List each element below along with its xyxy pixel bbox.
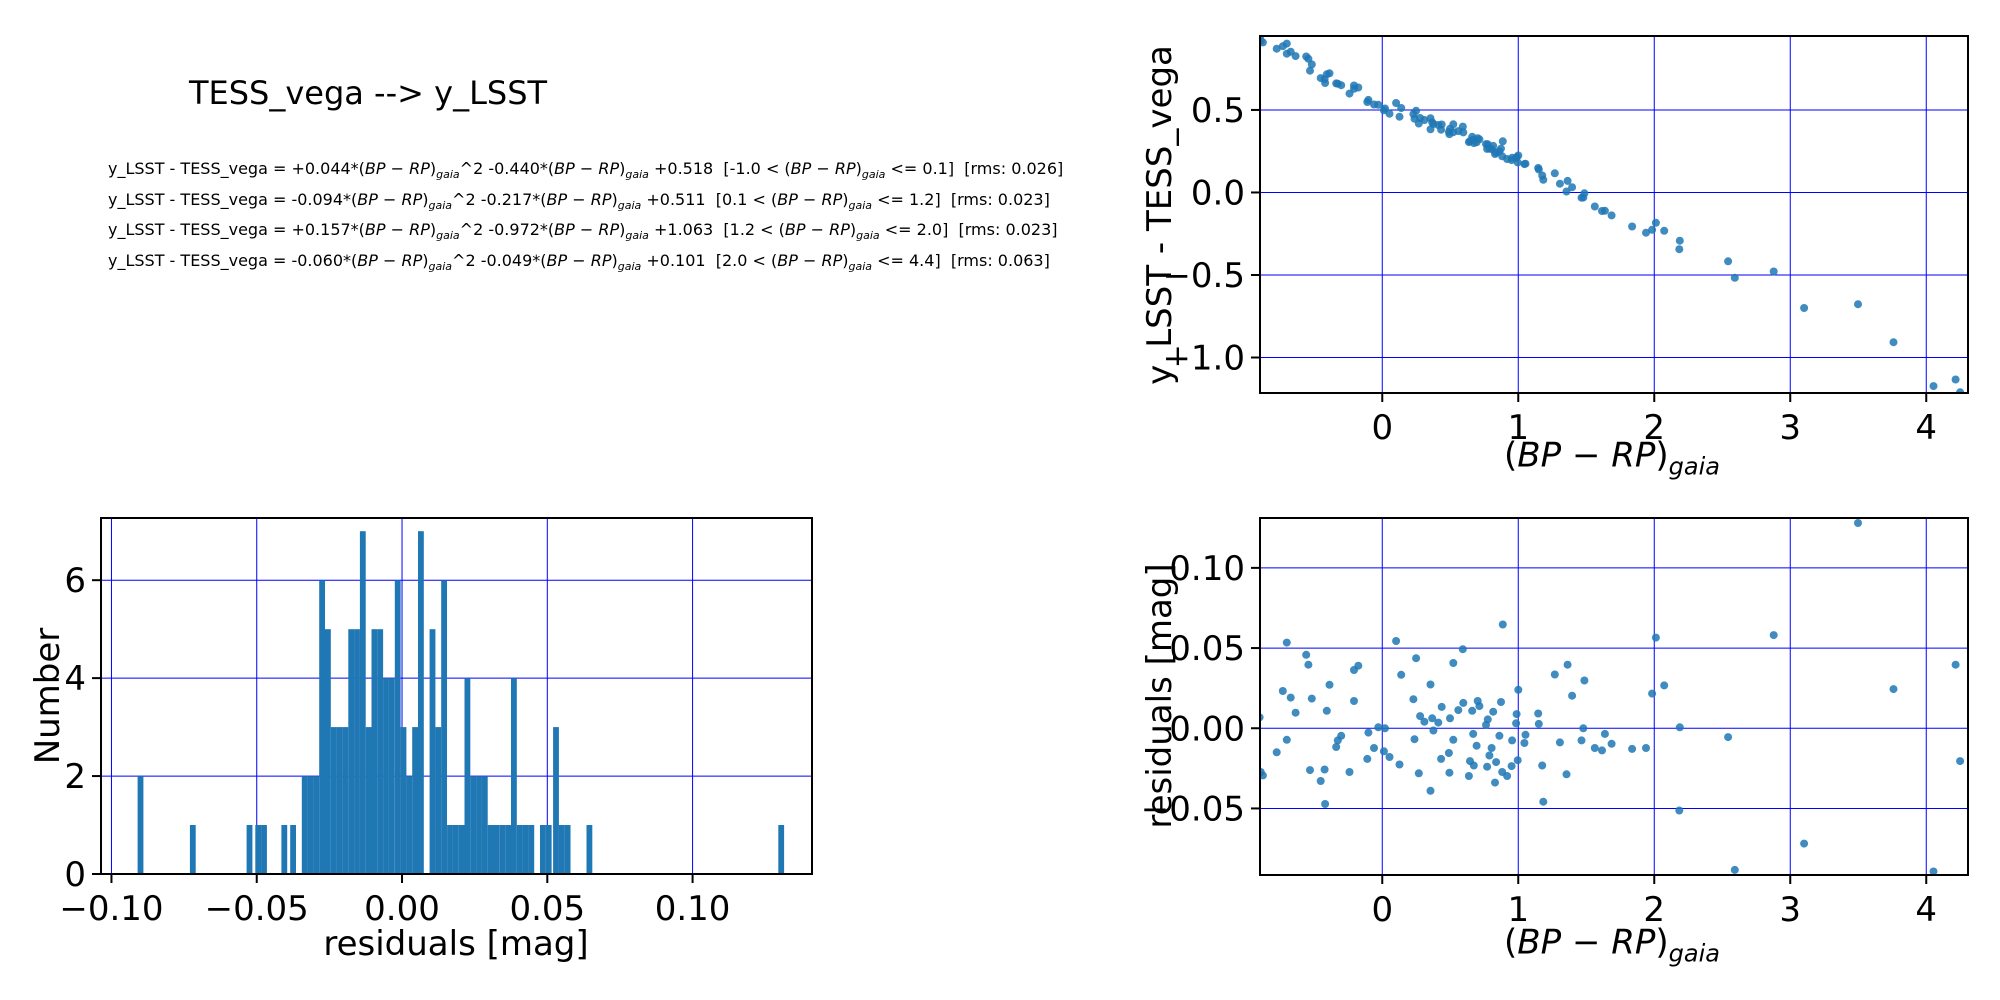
svg-text:0.0: 0.0 [1191, 173, 1245, 213]
svg-text:0: 0 [1371, 890, 1393, 930]
svg-text:0: 0 [64, 855, 86, 895]
svg-text:6: 6 [64, 561, 86, 601]
histogram-ylabel: Number [28, 627, 68, 765]
svg-text:0.00: 0.00 [364, 889, 440, 929]
svg-text:−1.0: −1.0 [1162, 339, 1245, 379]
residual-histogram-plot: −0.10 −0.05 0.00 0.05 0.10 0 2 4 6 [0, 503, 844, 969]
svg-text:0.00: 0.00 [1169, 709, 1245, 749]
fit-scatter-plot: 0 1 2 3 4 0.5 0.0 −0.5 −1.0 [1140, 21, 2000, 488]
fit-scatter-xlabel: (BP − RP)gaia [1504, 435, 1720, 481]
svg-text:0.10: 0.10 [1169, 549, 1245, 589]
svg-text:0: 0 [1371, 408, 1393, 448]
svg-text:0.05: 0.05 [509, 889, 585, 929]
equation-line-4: y_LSST - TESS_vega = -0.060*(BP − RP)gai… [108, 251, 1050, 274]
residual-scatter-plot: 0 1 2 3 4 0.10 0.05 0.00 −0.05 [1140, 503, 2000, 970]
svg-text:2: 2 [1643, 408, 1665, 448]
residual-scatter-ylabel: residuals [mag] [1140, 563, 1180, 829]
svg-text:4: 4 [64, 659, 86, 699]
svg-text:0.05: 0.05 [1169, 629, 1245, 669]
svg-text:4: 4 [1915, 890, 1937, 930]
svg-text:0.10: 0.10 [655, 889, 731, 929]
svg-text:2: 2 [1643, 890, 1665, 930]
equation-line-1: y_LSST - TESS_vega = +0.044*(BP − RP)gai… [108, 159, 1064, 182]
svg-text:−0.5: −0.5 [1162, 256, 1245, 296]
equation-block: y_LSST - TESS_vega = +0.044*(BP − RP)gai… [108, 157, 1063, 280]
equation-line-2: y_LSST - TESS_vega = -0.094*(BP − RP)gai… [108, 189, 1050, 212]
svg-text:−0.10: −0.10 [59, 889, 163, 929]
svg-text:4: 4 [1915, 408, 1937, 448]
fit-scatter-ylabel: y_LSST - TESS_vega [1140, 45, 1180, 385]
residual-scatter-xlabel: (BP − RP)gaia [1504, 922, 1720, 968]
svg-text:3: 3 [1779, 890, 1801, 930]
svg-text:0.5: 0.5 [1191, 91, 1245, 131]
svg-text:1: 1 [1507, 890, 1529, 930]
svg-text:1: 1 [1507, 408, 1529, 448]
histogram-xlabel: residuals [mag] [323, 924, 589, 964]
equation-line-3: y_LSST - TESS_vega = +0.157*(BP − RP)gai… [108, 220, 1058, 243]
page-title: TESS_vega --> y_LSST [188, 74, 548, 112]
svg-text:3: 3 [1779, 408, 1801, 448]
svg-text:−0.05: −0.05 [1141, 789, 1245, 829]
svg-text:−0.05: −0.05 [205, 889, 309, 929]
svg-text:2: 2 [64, 757, 86, 797]
